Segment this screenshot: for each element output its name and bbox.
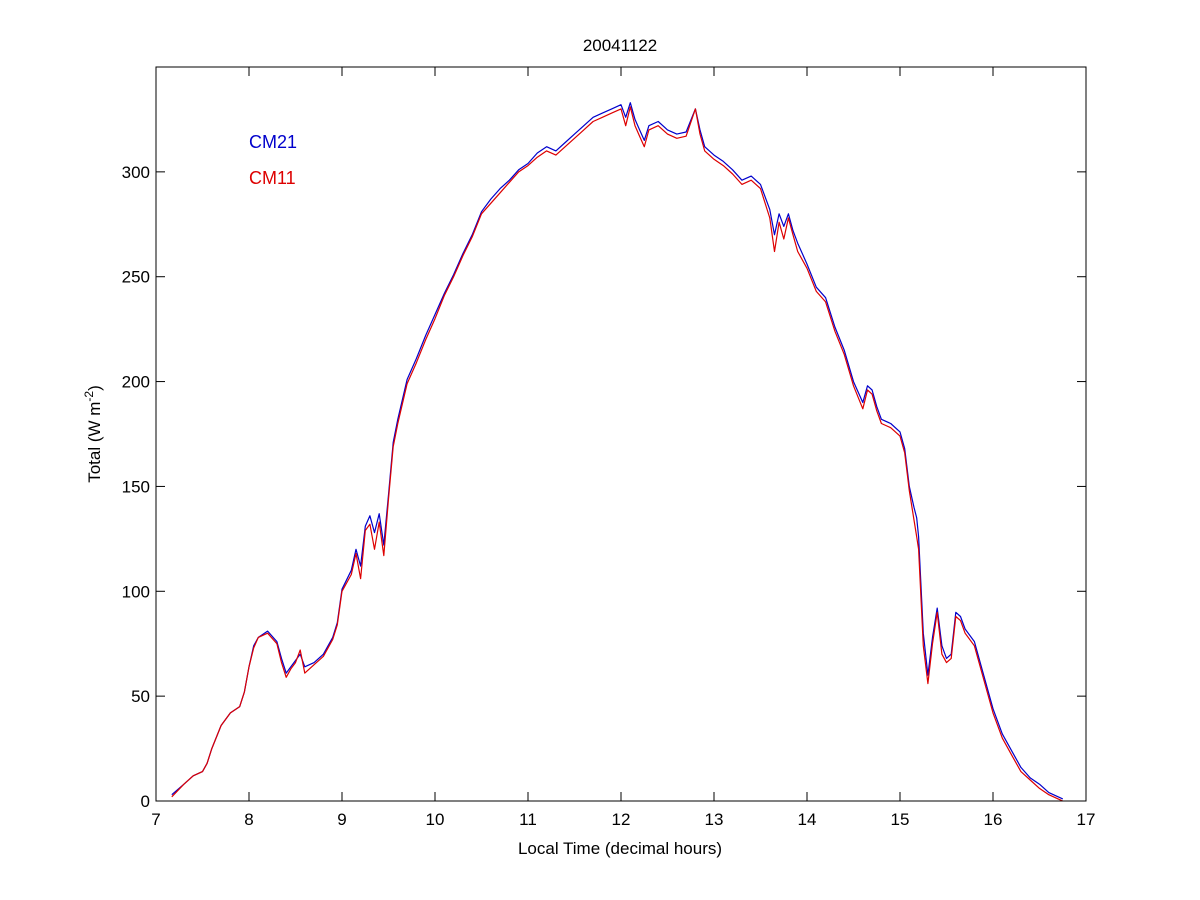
x-tick-label: 14 <box>798 810 817 829</box>
series-line-cm21 <box>171 102 1064 800</box>
x-tick-label: 9 <box>337 810 346 829</box>
chart-title: 20041122 <box>583 36 657 55</box>
x-axis: 7 8 9 10 11 12 13 14 15 16 17 <box>151 67 1095 829</box>
y-tick-label: 250 <box>122 268 150 287</box>
legend-label-cm21: CM21 <box>249 132 297 152</box>
series-layer <box>171 102 1064 802</box>
x-tick-label: 11 <box>519 810 537 829</box>
y-tick-label: 50 <box>131 687 150 706</box>
x-tick-label: 8 <box>244 810 253 829</box>
y-axis-title-end: ) <box>85 385 104 391</box>
y-tick-label: 0 <box>141 792 150 811</box>
y-tick-label: 200 <box>122 373 150 392</box>
x-tick-label: 15 <box>891 810 910 829</box>
x-tick-label: 16 <box>984 810 1003 829</box>
x-tick-label: 12 <box>612 810 631 829</box>
x-tick-label: 17 <box>1077 810 1096 829</box>
y-axis-title: Total (W m-2) <box>82 385 104 483</box>
x-axis-title: Local Time (decimal hours) <box>518 839 722 858</box>
x-tick-label: 10 <box>426 810 445 829</box>
y-axis-title-superscript: -2 <box>82 391 96 402</box>
y-tick-label: 100 <box>122 582 150 601</box>
x-tick-label: 7 <box>151 810 160 829</box>
y-tick-label: 150 <box>122 477 150 496</box>
series-line-cm11 <box>171 106 1064 802</box>
x-tick-label: 13 <box>705 810 724 829</box>
y-axis: 0 50 100 150 200 250 300 <box>122 163 1086 811</box>
y-axis-title-main: Total (W m <box>85 402 104 483</box>
legend-label-cm11: CM11 <box>249 168 296 188</box>
y-tick-label: 300 <box>122 163 150 182</box>
